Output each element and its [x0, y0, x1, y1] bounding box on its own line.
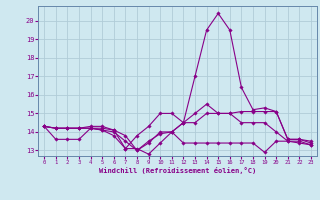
X-axis label: Windchill (Refroidissement éolien,°C): Windchill (Refroidissement éolien,°C) [99, 167, 256, 174]
